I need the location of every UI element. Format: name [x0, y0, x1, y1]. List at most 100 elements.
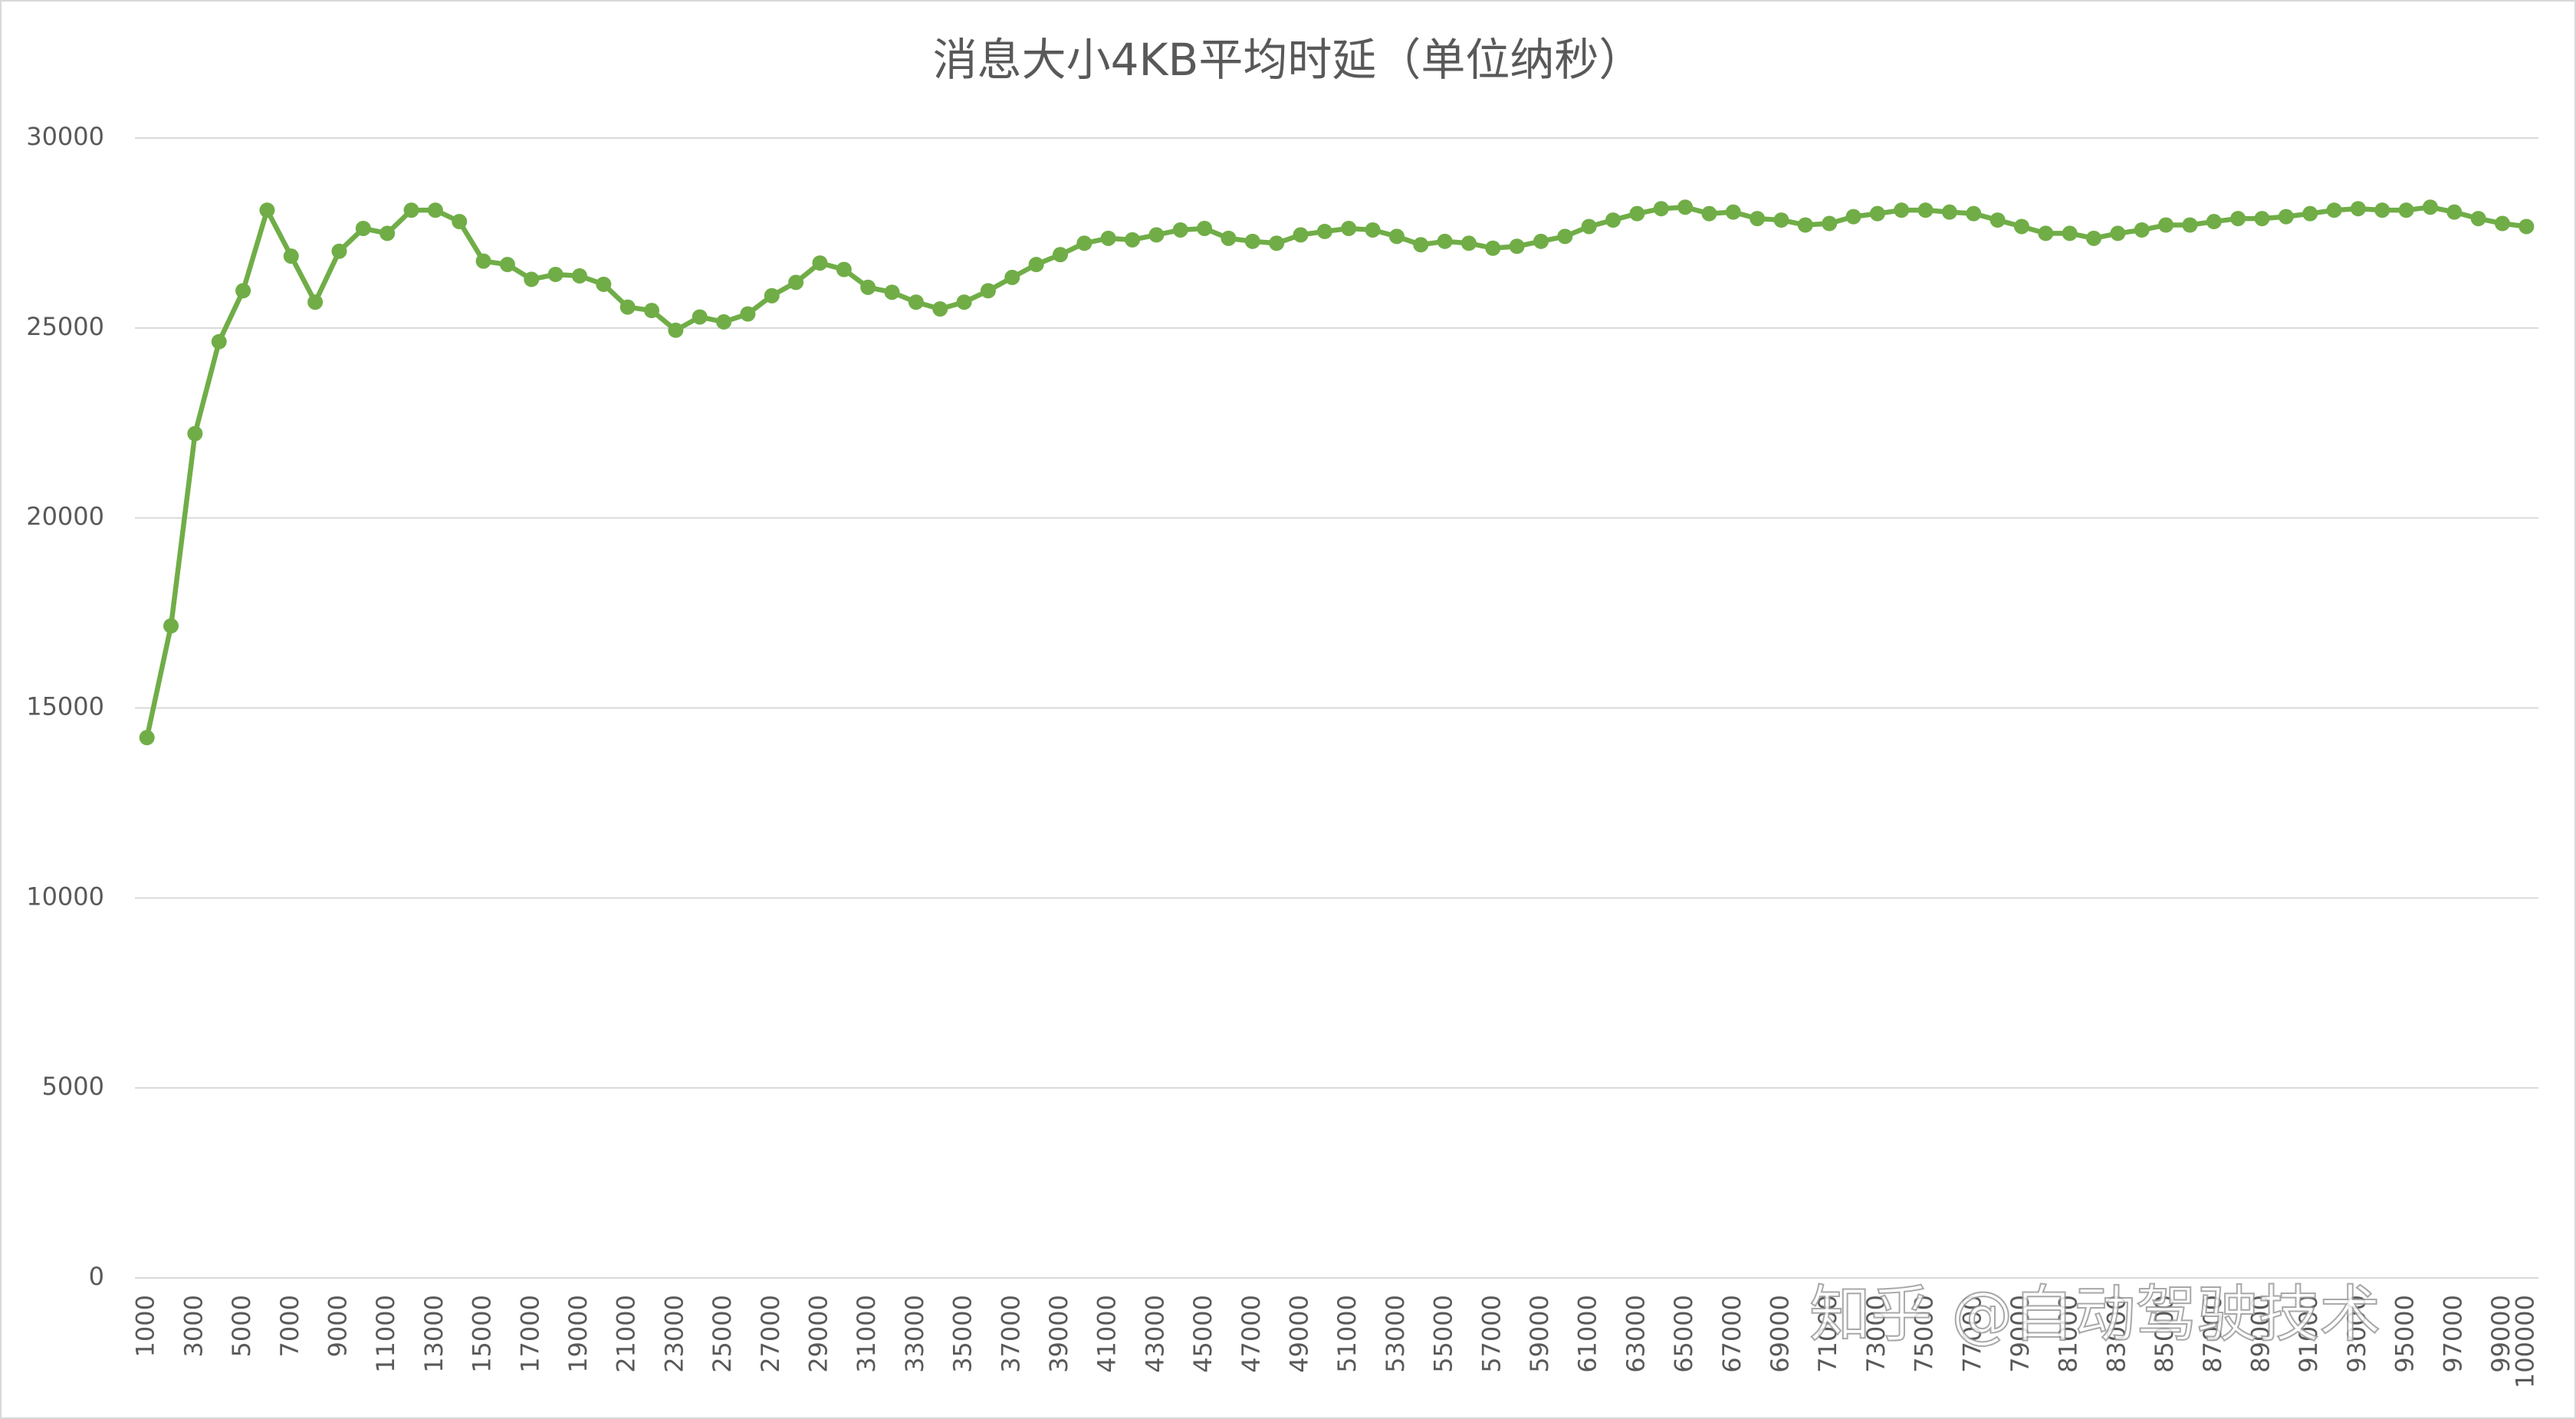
y-tick-label: 30000 — [26, 122, 104, 151]
x-tick-label: 55000 — [1429, 1295, 1458, 1373]
x-tick-label: 41000 — [1092, 1295, 1122, 1373]
data-point — [2158, 217, 2174, 233]
data-point — [1172, 222, 1188, 238]
data-point — [2110, 225, 2126, 241]
data-point — [1845, 209, 1861, 225]
data-point — [2398, 202, 2414, 218]
x-tick-label: 33000 — [900, 1295, 929, 1373]
data-point — [403, 202, 419, 218]
data-point — [1460, 235, 1477, 251]
x-tick-label: 67000 — [1717, 1295, 1746, 1373]
data-point — [2374, 202, 2390, 218]
x-tick-label: 85000 — [2150, 1295, 2179, 1373]
data-point — [1653, 201, 1669, 217]
data-point — [547, 266, 564, 282]
data-point — [1894, 202, 1910, 218]
x-tick-label: 7000 — [275, 1295, 304, 1357]
series-line — [144, 204, 2527, 738]
data-point — [2134, 222, 2150, 238]
x-tick-label: 75000 — [1910, 1295, 1939, 1373]
data-point — [740, 306, 756, 322]
data-point — [139, 730, 155, 746]
x-tick-label: 65000 — [1669, 1295, 1698, 1373]
x-tick-label: 79000 — [2006, 1295, 2035, 1373]
x-tick-label: 77000 — [1957, 1295, 1986, 1373]
x-tick-label: 81000 — [2054, 1295, 2083, 1373]
data-point — [1822, 215, 1838, 232]
data-point — [1773, 212, 1789, 228]
x-tick-label: 11000 — [371, 1295, 400, 1373]
x-tick-label: 73000 — [1861, 1295, 1891, 1373]
data-point — [1725, 204, 1741, 220]
chart-title: 消息大小4KB平均时延（单位纳秒） — [933, 34, 1644, 86]
x-tick-label: 71000 — [1813, 1295, 1842, 1373]
x-tick-label: 47000 — [1237, 1295, 1266, 1373]
data-point — [860, 279, 876, 295]
data-point — [1052, 247, 1068, 263]
data-point — [1629, 205, 1645, 222]
x-tick-label: 87000 — [2198, 1295, 2227, 1373]
x-tick-label: 100000 — [2510, 1295, 2539, 1388]
data-point — [307, 294, 324, 310]
data-point — [1293, 227, 1309, 243]
x-tick-label: 21000 — [612, 1295, 641, 1373]
x-tick-label: 43000 — [1140, 1295, 1169, 1373]
data-point — [1028, 257, 1044, 273]
data-point — [524, 271, 540, 287]
data-point — [2086, 230, 2102, 246]
x-tick-label: 29000 — [803, 1295, 833, 1373]
data-point — [452, 214, 468, 230]
data-point — [908, 294, 924, 310]
data-point — [2254, 211, 2270, 227]
data-point — [1533, 233, 1549, 249]
data-point — [1485, 240, 1501, 256]
x-tick-label: 51000 — [1332, 1295, 1362, 1373]
x-tick-label: 27000 — [756, 1295, 785, 1373]
data-point — [1244, 233, 1260, 249]
watermark: 知乎 @自动驾驶技术 — [1809, 1279, 2380, 1350]
data-point — [283, 248, 299, 264]
x-tick-label: 35000 — [948, 1295, 978, 1373]
data-point — [932, 301, 948, 317]
x-tick-label: 17000 — [515, 1295, 544, 1373]
y-tick-label: 15000 — [26, 692, 104, 721]
data-point — [2494, 215, 2510, 232]
y-tick-label: 0 — [89, 1262, 104, 1291]
x-tick-label: 15000 — [468, 1295, 497, 1373]
data-point — [1221, 230, 1237, 246]
data-point — [2326, 202, 2342, 218]
data-point — [980, 283, 996, 299]
data-point — [619, 299, 636, 315]
data-point — [2230, 211, 2246, 227]
data-point — [475, 253, 491, 269]
data-point — [2182, 217, 2198, 233]
x-tick-label: 53000 — [1381, 1295, 1410, 1373]
data-point — [884, 284, 900, 301]
data-point — [259, 202, 275, 218]
data-point — [1917, 202, 1934, 218]
data-point — [1388, 228, 1405, 245]
x-tick-label: 57000 — [1477, 1295, 1506, 1373]
x-tick-label: 9000 — [323, 1295, 352, 1357]
data-point — [2206, 214, 2222, 230]
data-point — [788, 274, 804, 291]
x-tick-label: 93000 — [2342, 1295, 2371, 1373]
data-point — [235, 283, 251, 299]
x-tick-label: 89000 — [2246, 1295, 2275, 1373]
data-point — [1797, 217, 1813, 233]
data-point — [1941, 204, 1957, 220]
x-tick-label: 63000 — [1621, 1295, 1650, 1373]
data-point — [1677, 199, 1694, 215]
data-point — [1413, 237, 1429, 253]
y-tick-label: 25000 — [26, 312, 104, 341]
data-point — [571, 268, 587, 284]
x-tick-label: 97000 — [2438, 1295, 2467, 1373]
data-point — [2278, 209, 2294, 225]
x-tick-label: 5000 — [227, 1295, 256, 1357]
data-point — [211, 333, 227, 350]
data-point — [956, 294, 972, 310]
data-point — [2062, 225, 2078, 241]
data-point — [2446, 204, 2463, 220]
